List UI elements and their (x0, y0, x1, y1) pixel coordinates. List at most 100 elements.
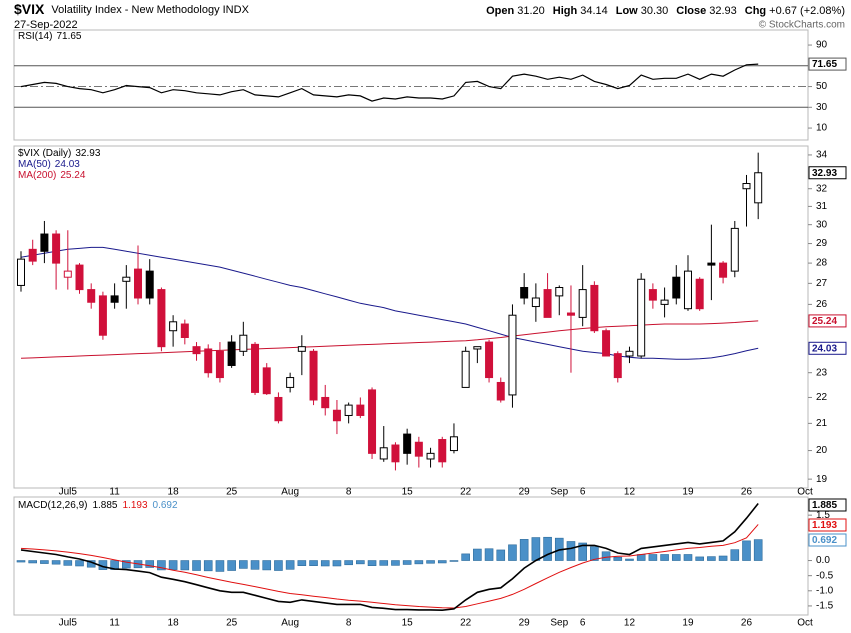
histogram-bar (414, 560, 424, 565)
panel-frame (13, 29, 809, 141)
x-tick-label: 18 (168, 487, 180, 498)
histogram-bar (753, 539, 763, 561)
x-tick-label: Sep (550, 618, 568, 629)
candle-body (719, 262, 728, 278)
y-tick-label: 29 (816, 238, 828, 249)
legend: MA(50) 24.03 (18, 159, 80, 170)
candle-body (17, 258, 25, 286)
candle-body (63, 270, 72, 278)
histogram-bar (484, 548, 494, 561)
histogram-bar (730, 549, 740, 561)
value-box (808, 341, 847, 355)
legend-name: MA(200) (18, 170, 56, 181)
histogram-bar (215, 560, 225, 572)
histogram-bar (718, 555, 728, 561)
histogram-bar (297, 560, 307, 566)
histogram-bar (578, 542, 587, 561)
histogram-bar (40, 560, 49, 564)
moving-average (20, 246, 759, 360)
x-tick-label: 19 (682, 618, 694, 629)
candle-body (602, 330, 611, 357)
x-tick-label: 25 (226, 487, 238, 498)
candle-body (122, 276, 131, 282)
value-box (808, 518, 847, 532)
quote-value: 31.20 (517, 5, 545, 17)
x-tick-label: 8 (346, 618, 352, 629)
x-tick-label: 15 (402, 487, 414, 498)
histogram-bar (449, 560, 459, 562)
candle-body (625, 350, 634, 357)
candle-body (192, 346, 201, 355)
histogram-bar (239, 560, 248, 569)
instrument-name: Volatility Index - New Methodology INDX (51, 4, 249, 16)
candle-body (473, 346, 482, 350)
quote: Open 31.20 High 34.14 Low 30.30 Close 32.93 Chg +… (486, 5, 845, 17)
candle-body (262, 367, 271, 395)
candle-body (730, 227, 739, 272)
candle-body (274, 396, 283, 422)
header: $VIX Volatility Index - New Methodology … (14, 1, 250, 17)
x-tick-label: Aug (281, 618, 299, 629)
candle-body (204, 348, 213, 374)
legend-value: 1.885 (92, 500, 117, 511)
y-tick-label: 31 (816, 201, 828, 212)
quote-value: 30.30 (641, 5, 669, 17)
candle-body (286, 377, 295, 388)
panel-frame (13, 496, 809, 616)
histogram-bar (356, 560, 365, 565)
credit: © StockCharts.com (759, 20, 845, 31)
y-tick-label: 20 (816, 445, 828, 456)
histogram-bar (508, 544, 517, 561)
y-tick-label: -0.5 (816, 570, 834, 581)
candle-body (98, 295, 107, 336)
y-tick-label: 30 (816, 102, 828, 113)
histogram-bar (309, 560, 318, 566)
value-label: 1.193 (812, 520, 837, 531)
x-tick-label: Jul5 (59, 487, 78, 498)
histogram-bar (51, 560, 61, 565)
candle-body (672, 276, 681, 299)
histogram-bar (203, 560, 213, 572)
value-label: 24.03 (812, 343, 837, 354)
histogram-bar (262, 560, 272, 571)
value-box (808, 166, 847, 180)
histogram-bar (16, 560, 26, 563)
legend-value: 32.93 (75, 148, 100, 159)
histogram-bar (320, 560, 330, 567)
value-box (808, 314, 847, 328)
candle-body (356, 404, 365, 416)
histogram-bar (379, 560, 389, 566)
histogram-bar (601, 551, 611, 561)
histogram-bar (157, 560, 166, 571)
candle-body (134, 268, 143, 299)
quote-label: Close (676, 5, 706, 17)
candle-body (157, 289, 166, 348)
histogram-bar (566, 541, 576, 561)
candle-body (169, 321, 178, 332)
y-tick-label: 27 (816, 278, 828, 289)
histogram-bar (461, 553, 470, 561)
x-tick-label: Aug (281, 487, 299, 498)
candle-body (391, 444, 400, 463)
symbol: $VIX (14, 1, 45, 17)
candle-body (648, 289, 657, 301)
candle-body (321, 396, 330, 409)
candle-body (520, 287, 529, 299)
x-tick-label: 18 (168, 618, 180, 629)
y-tick-label: -1.0 (816, 585, 834, 596)
y-tick-label: 26 (816, 299, 828, 310)
quote-label: Chg (745, 5, 766, 17)
legend-value: 24.03 (55, 159, 80, 170)
legend-value: 1.193 (123, 500, 148, 511)
legend-name: MACD(12,26,9) (18, 500, 87, 511)
y-tick-label: -1.5 (816, 601, 834, 612)
legend-value: 25.24 (60, 170, 85, 181)
x-tick-label: Sep (550, 487, 568, 498)
histogram-bar (180, 560, 190, 571)
legend: $VIX (Daily) 32.93 (18, 148, 101, 159)
quote-label: High (553, 5, 578, 17)
x-tick-label: 11 (109, 487, 120, 498)
candle-body (660, 299, 669, 305)
candle-body (309, 350, 318, 401)
candle-body (403, 433, 412, 454)
